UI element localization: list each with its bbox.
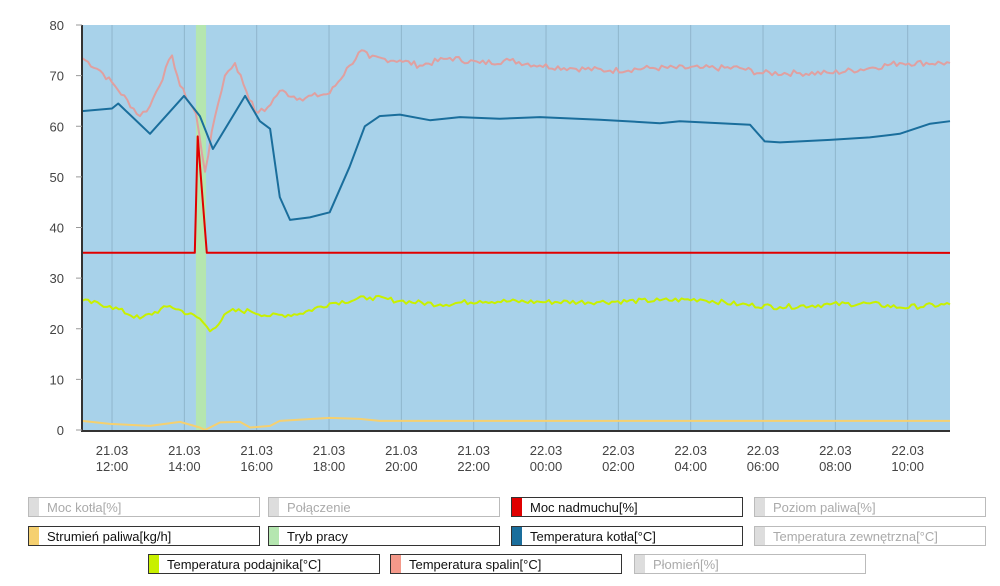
y-tick-label: 60 — [50, 119, 64, 134]
legend-swatch — [635, 555, 645, 573]
legend-label: Strumień paliwa[kg/h] — [47, 528, 172, 544]
y-tick-label: 50 — [50, 170, 64, 185]
series-line-moc-nadmuchu- — [82, 135, 951, 254]
x-tick-time: 08:00 — [819, 459, 852, 474]
legend-swatch — [512, 498, 522, 516]
x-tick-date: 22.03 — [819, 443, 852, 458]
tryb-pracy-band — [195, 25, 207, 430]
legend-label: Temperatura podajnika[°C] — [167, 556, 322, 572]
x-tick-date: 22.03 — [674, 443, 707, 458]
y-tick-label: 30 — [50, 271, 64, 286]
series-line-temperatura-podajnika-c- — [81, 294, 951, 333]
x-tick-time: 00:00 — [530, 459, 563, 474]
y-tick-label: 80 — [50, 18, 64, 33]
x-tick-date: 21.03 — [168, 443, 201, 458]
y-tick-label: 20 — [50, 322, 64, 337]
legend-swatch — [512, 527, 522, 545]
plot-background — [82, 25, 950, 430]
legend-label: Moc nadmuchu[%] — [530, 499, 638, 515]
legend-swatch — [755, 498, 765, 516]
legend-label: Poziom paliwa[%] — [773, 499, 876, 515]
legend-label: Temperatura kotła[°C] — [530, 528, 656, 544]
x-tick-time: 20:00 — [385, 459, 418, 474]
legend-item[interactable]: Płomień[%] — [634, 554, 866, 574]
y-tick-label: 70 — [50, 69, 64, 84]
x-tick-time: 04:00 — [674, 459, 707, 474]
legend-item[interactable]: Połączenie — [268, 497, 500, 517]
legend-item[interactable]: Moc nadmuchu[%] — [511, 497, 743, 517]
legend-swatch — [269, 498, 279, 516]
legend-label: Płomień[%] — [653, 556, 719, 572]
x-tick-time: 18:00 — [313, 459, 346, 474]
x-tick-date: 21.03 — [313, 443, 346, 458]
x-tick-time: 14:00 — [168, 459, 201, 474]
legend-item[interactable]: Strumień paliwa[kg/h] — [28, 526, 260, 546]
legend-item[interactable]: Poziom paliwa[%] — [754, 497, 986, 517]
x-tick-date: 21.03 — [240, 443, 273, 458]
x-tick-date: 21.03 — [96, 443, 129, 458]
y-tick-label: 40 — [50, 221, 64, 236]
x-tick-date: 21.03 — [457, 443, 490, 458]
x-tick-date: 21.03 — [385, 443, 418, 458]
x-tick-time: 06:00 — [747, 459, 780, 474]
legend-swatch — [269, 527, 279, 545]
x-tick-time: 02:00 — [602, 459, 635, 474]
series-line-temperatura-spalin-c- — [81, 49, 951, 173]
legend-label: Temperatura zewnętrzna[°C] — [773, 528, 938, 544]
legend-label: Tryb pracy — [287, 528, 348, 544]
legend-label: Temperatura spalin[°C] — [409, 556, 542, 572]
legend-swatch — [29, 527, 39, 545]
legend-item[interactable]: Tryb pracy — [268, 526, 500, 546]
legend-label: Moc kotła[%] — [47, 499, 122, 515]
y-tick-label: 10 — [50, 372, 64, 387]
x-tick-time: 22:00 — [457, 459, 490, 474]
legend-item[interactable]: Temperatura kotła[°C] — [511, 526, 743, 546]
legend-swatch — [391, 555, 401, 573]
legend-item[interactable]: Temperatura podajnika[°C] — [148, 554, 380, 574]
legend-swatch — [29, 498, 39, 516]
x-tick-date: 22.03 — [602, 443, 635, 458]
series-line-temperatura-kot-a-c- — [81, 94, 951, 221]
x-tick-date: 22.03 — [747, 443, 780, 458]
x-tick-time: 10:00 — [891, 459, 924, 474]
x-tick-date: 22.03 — [891, 443, 924, 458]
legend-item[interactable]: Temperatura spalin[°C] — [390, 554, 622, 574]
series-line-strumie-paliwa-kg-h- — [81, 416, 951, 431]
legend-label: Połączenie — [287, 499, 351, 515]
legend-item[interactable]: Temperatura zewnętrzna[°C] — [754, 526, 986, 546]
y-tick-label: 0 — [57, 423, 64, 438]
x-tick-date: 22.03 — [530, 443, 563, 458]
legend-item[interactable]: Moc kotła[%] — [28, 497, 260, 517]
legend-swatch — [149, 555, 159, 573]
x-tick-time: 12:00 — [96, 459, 129, 474]
legend-swatch — [755, 527, 765, 545]
x-tick-time: 16:00 — [240, 459, 273, 474]
